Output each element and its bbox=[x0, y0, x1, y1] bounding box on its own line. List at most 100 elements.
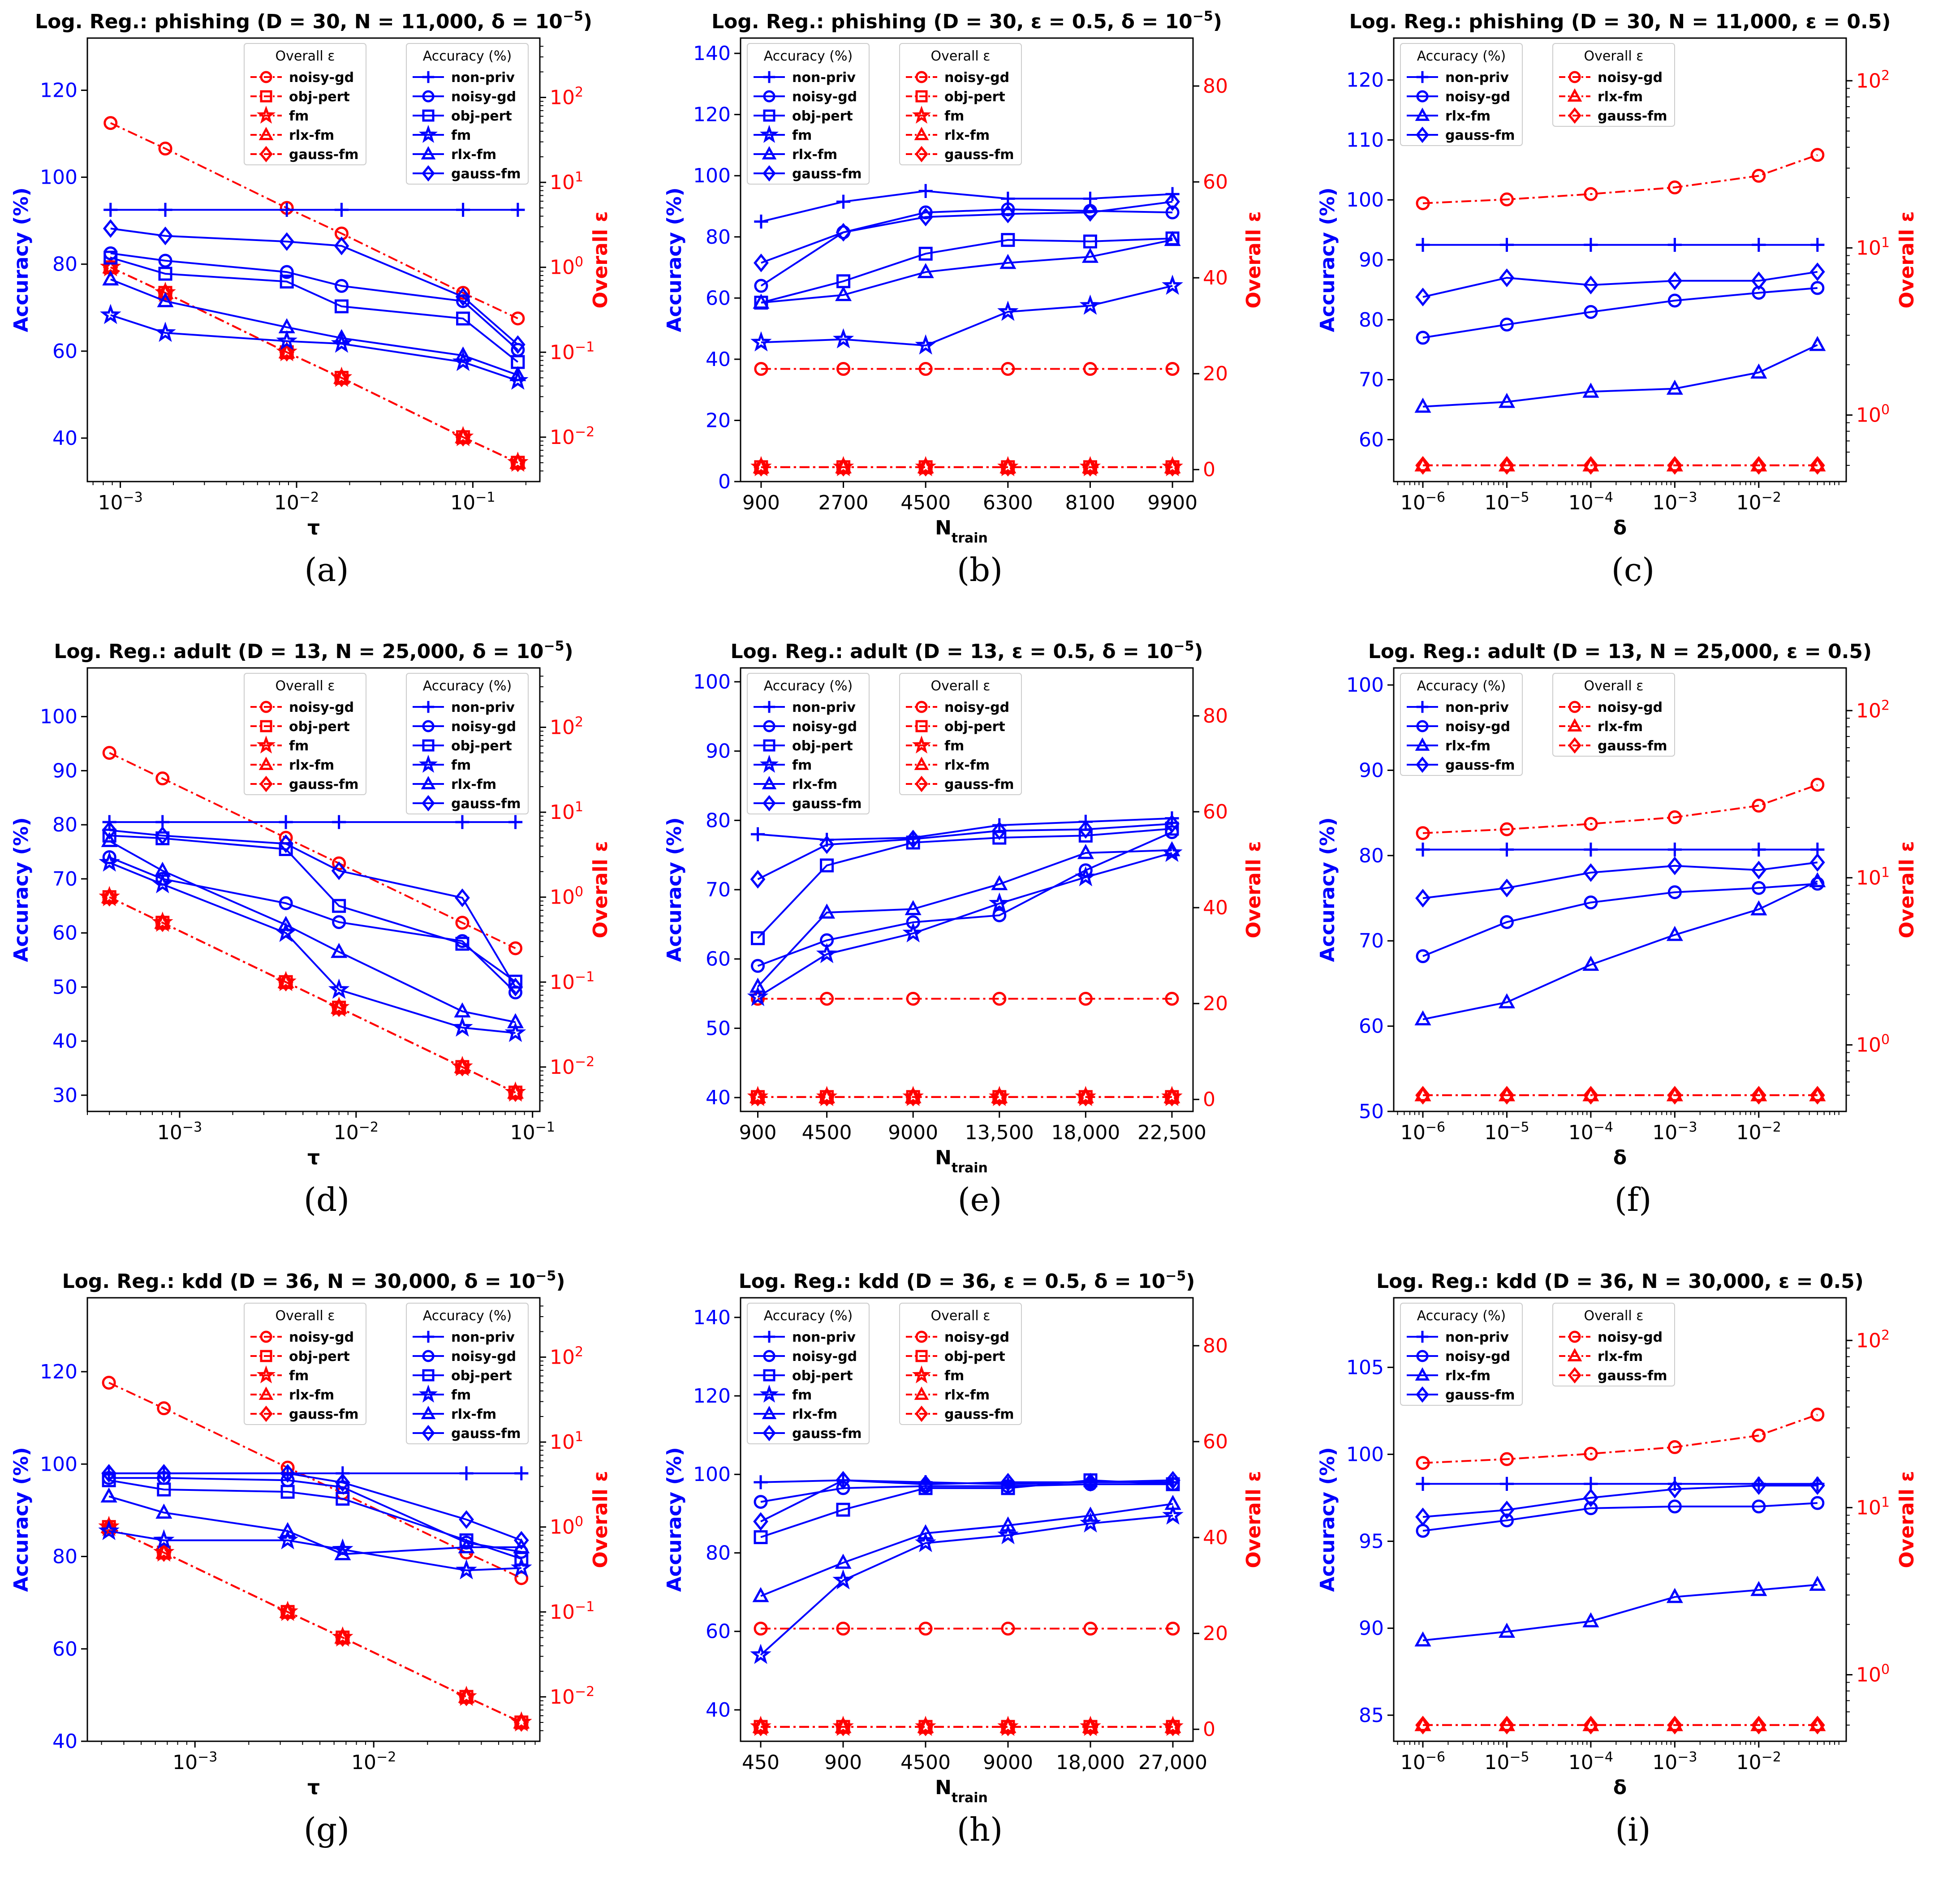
legend-label-rlx-fm: rlx-fm bbox=[1598, 1349, 1643, 1365]
acc-point-noisy-gd bbox=[1667, 293, 1682, 308]
acc-point-gauss-fm bbox=[1751, 271, 1766, 290]
y-tick-label: 100 bbox=[693, 164, 731, 187]
y-tick-label: 60 bbox=[706, 287, 731, 310]
x-tick-label: 900 bbox=[824, 1751, 862, 1774]
y-tick-label: 80 bbox=[706, 809, 731, 832]
y2-tick-label: 10−2 bbox=[550, 1683, 594, 1709]
acc-point-rlx-fm bbox=[917, 1524, 934, 1540]
acc-point-obj-pert bbox=[820, 858, 834, 873]
eps-point-gauss-fm bbox=[836, 458, 851, 477]
legend-acc-frame bbox=[1400, 43, 1523, 146]
legend-label-non-priv: non-priv bbox=[451, 1330, 515, 1345]
panel-caption: (g) bbox=[303, 1811, 350, 1848]
legend-label-noisy-gd: noisy-gd bbox=[944, 70, 1009, 86]
acc-point-gauss-fm bbox=[836, 1471, 851, 1490]
legend-eps: Overall ε noisy-gd rlx-fm gauss-fm bbox=[1552, 1303, 1675, 1386]
eps-point-gauss-fm bbox=[1751, 456, 1766, 475]
x-tick-label: 450 bbox=[742, 1751, 780, 1774]
legend-marker-non-priv bbox=[763, 701, 775, 713]
acc-point-obj-pert bbox=[103, 250, 118, 265]
acc-point-gauss-fm bbox=[1809, 1476, 1825, 1495]
legend-label-noisy-gd: noisy-gd bbox=[1445, 719, 1510, 735]
legend-marker-noisy-gd bbox=[260, 1330, 272, 1343]
acc-point-fm bbox=[915, 1532, 936, 1552]
legend-label-gauss-fm: gauss-fm bbox=[1445, 1387, 1515, 1403]
acc-point-gauss-fm bbox=[1499, 268, 1515, 288]
acc-point-non-priv bbox=[508, 815, 523, 829]
x-axis-label: Ntrain bbox=[935, 1146, 988, 1176]
y-tick-label: 80 bbox=[52, 814, 78, 836]
y2-axis-label: Overall ε bbox=[1895, 841, 1918, 938]
legend-eps-title: Overall ε bbox=[1584, 48, 1644, 64]
legend-label-gauss-fm: gauss-fm bbox=[289, 1407, 359, 1422]
acc-point-non-priv bbox=[455, 815, 470, 829]
y-tick-label: 120 bbox=[693, 103, 731, 126]
eps-point-fm bbox=[832, 456, 854, 477]
x-tick-label: 10−2 bbox=[351, 1749, 396, 1774]
eps-series-gauss-fm bbox=[102, 887, 523, 1102]
eps-series-noisy-gd bbox=[103, 116, 525, 326]
legend-label-rlx-fm: rlx-fm bbox=[451, 147, 496, 163]
legend-label-rlx-fm: rlx-fm bbox=[944, 758, 990, 773]
legend-marker-noisy-gd bbox=[1568, 701, 1581, 713]
legend-label-obj-pert: obj-pert bbox=[944, 719, 1005, 735]
eps-point-noisy-gd bbox=[1752, 168, 1766, 183]
legend-marker-rlx-fm bbox=[762, 1406, 777, 1419]
eps-point-noisy-gd bbox=[1083, 1621, 1098, 1636]
acc-point-non-priv bbox=[158, 202, 172, 217]
legend-eps-title: Overall ε bbox=[1584, 1308, 1644, 1324]
acc-point-non-priv bbox=[836, 194, 851, 209]
eps-point-noisy-gd bbox=[155, 771, 170, 786]
acc-line-gauss-fm bbox=[761, 201, 1173, 264]
eps-point-fm bbox=[276, 341, 297, 362]
legend-eps-title: Overall ε bbox=[276, 678, 335, 694]
legend-eps-title: Overall ε bbox=[276, 1308, 335, 1324]
acc-point-rlx-fm bbox=[835, 1554, 852, 1569]
eps-point-gauss-fm bbox=[1499, 1085, 1515, 1105]
eps-point-noisy-gd bbox=[455, 916, 470, 930]
eps-point-gauss-fm bbox=[455, 1057, 470, 1076]
y2-tick-label: 40 bbox=[1203, 267, 1228, 289]
chart-svg-b: Log. Reg.: phishing (D = 30, ε = 0.5, δ … bbox=[663, 9, 1265, 546]
legend-marker-gauss-fm bbox=[1416, 126, 1429, 143]
acc-point-obj-pert bbox=[751, 931, 765, 945]
y-tick-label: 100 bbox=[1346, 1443, 1384, 1466]
legend-marker-rlx-fm bbox=[258, 127, 274, 140]
eps-point-noisy-gd bbox=[1166, 1621, 1180, 1636]
chart-title: Log. Reg.: kdd (D = 36, N = 30,000, ε = … bbox=[1376, 1270, 1864, 1293]
y2-tick-label: 80 bbox=[1203, 75, 1228, 98]
panel-caption: (f) bbox=[1614, 1181, 1652, 1218]
x-tick-label: 9000 bbox=[983, 1751, 1033, 1774]
eps-point-gauss-fm bbox=[1751, 1085, 1766, 1105]
acc-point-fm bbox=[988, 892, 1010, 913]
legend-marker-non-priv bbox=[763, 71, 775, 83]
acc-point-gauss-fm bbox=[1165, 192, 1180, 211]
y-axis-label: Accuracy (%) bbox=[1316, 1447, 1339, 1592]
acc-line-gauss-fm bbox=[1422, 271, 1818, 298]
y2-tick-label: 102 bbox=[1856, 697, 1890, 723]
acc-line-rlx-fm bbox=[1422, 880, 1818, 1020]
acc-point-fm bbox=[750, 1644, 771, 1664]
acc-point-obj-pert bbox=[1165, 822, 1179, 836]
y-tick-label: 120 bbox=[1346, 69, 1384, 92]
acc-point-rlx-fm bbox=[1582, 956, 1599, 971]
acc-point-noisy-gd bbox=[836, 1481, 850, 1495]
legend-label-gauss-fm: gauss-fm bbox=[451, 796, 521, 812]
acc-point-fm bbox=[153, 1529, 175, 1550]
acc-point-gauss-fm bbox=[1078, 820, 1094, 839]
acc-point-obj-pert bbox=[918, 1481, 933, 1495]
acc-point-non-priv bbox=[280, 202, 294, 217]
x-tick-label: 13,500 bbox=[965, 1121, 1034, 1144]
acc-point-rlx-fm bbox=[835, 286, 852, 301]
legend-eps: Overall ε noisy-gd rlx-fm gauss-fm bbox=[1552, 673, 1675, 757]
acc-series-gauss-fm bbox=[1415, 1476, 1825, 1527]
legend-label-obj-pert: obj-pert bbox=[289, 89, 350, 105]
legend-label-non-priv: non-priv bbox=[792, 1330, 856, 1345]
eps-series-noisy-gd bbox=[751, 991, 1179, 1006]
y-tick-label: 100 bbox=[40, 1453, 78, 1476]
plot-frame bbox=[740, 1297, 1194, 1742]
legend-marker-rlx-fm bbox=[258, 757, 274, 770]
legend-marker-fm bbox=[256, 1365, 276, 1383]
x-tick-label: 10−6 bbox=[1400, 1749, 1445, 1774]
acc-point-fm bbox=[504, 1021, 526, 1042]
